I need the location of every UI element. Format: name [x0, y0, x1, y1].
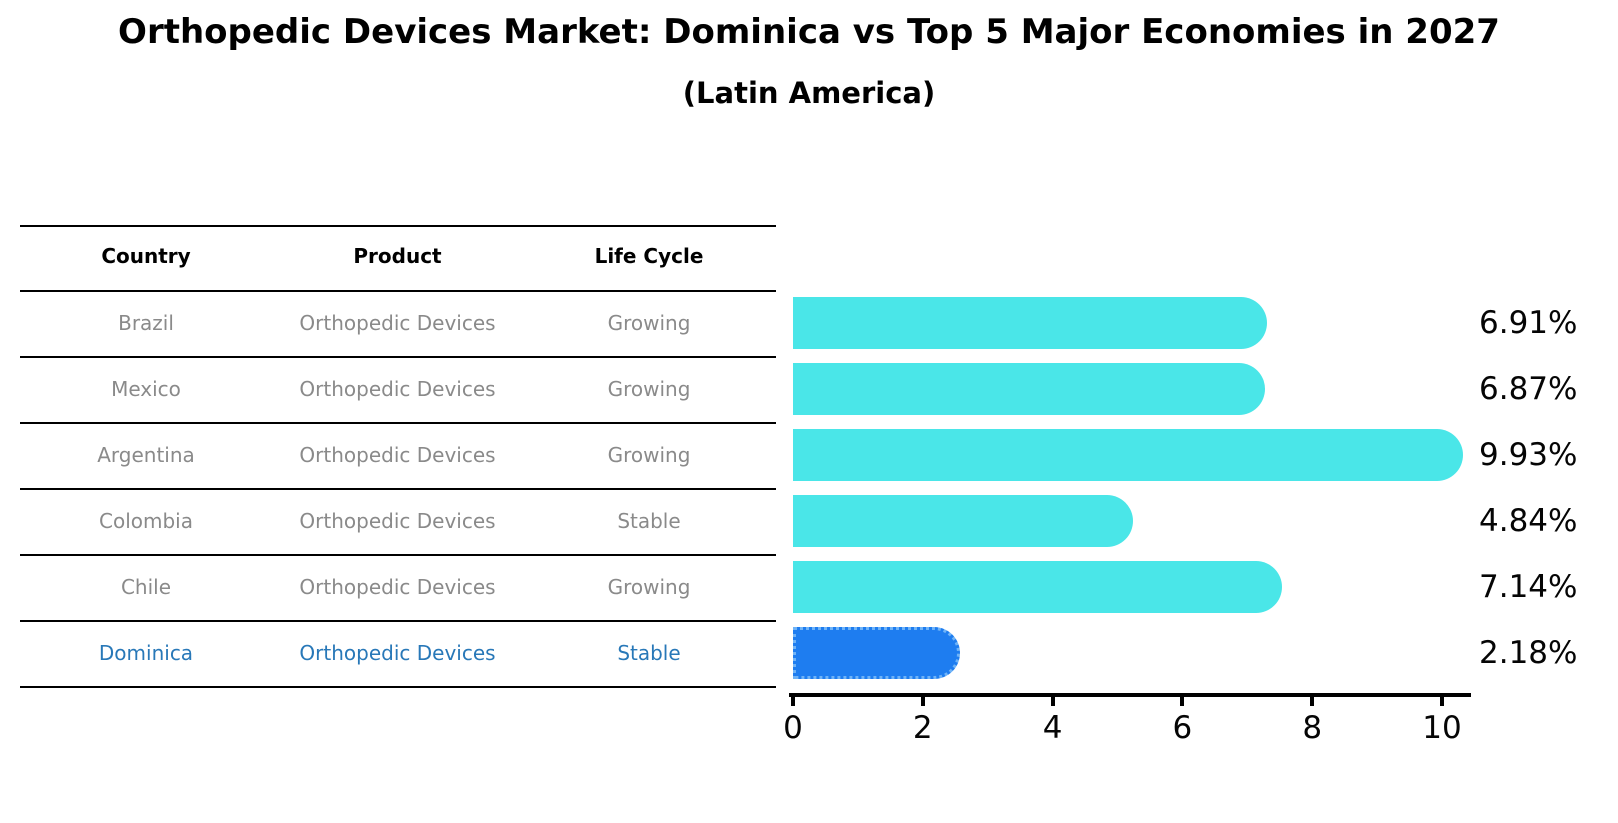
chart-title: Orthopedic Devices Market: Dominica vs T… [118, 12, 1500, 52]
chart-bar [793, 429, 1464, 481]
table-cell-product: Orthopedic Devices [299, 443, 496, 467]
x-axis-tick-label: 6 [1172, 710, 1193, 746]
table-top-border [20, 225, 776, 227]
chart-bar-highlight [793, 627, 961, 679]
table-cell-country: Argentina [97, 443, 195, 467]
table-row-separator [20, 554, 776, 556]
table-header-life-cycle: Life Cycle [594, 244, 704, 268]
table-header-country: Country [101, 244, 191, 268]
x-axis-tick [920, 697, 925, 706]
table-cell-country: Dominica [98, 641, 194, 665]
table-cell-life-cycle: Growing [607, 311, 691, 335]
table-cell-country: Colombia [99, 509, 193, 533]
bar-value-label: 6.91% [1479, 305, 1578, 341]
x-axis-tick-label: 4 [1042, 710, 1063, 746]
table-cell-life-cycle: Stable [617, 509, 681, 533]
bar-value-label: 4.84% [1479, 503, 1578, 539]
chart-bar [793, 363, 1265, 415]
table-cell-product: Orthopedic Devices [299, 311, 496, 335]
chart-subtitle: (Latin America) [682, 76, 936, 110]
table-cell-product: Orthopedic Devices [299, 509, 496, 533]
table-cell-life-cycle: Growing [607, 377, 691, 401]
table-cell-life-cycle: Growing [607, 575, 691, 599]
chart-bar [793, 495, 1134, 547]
x-axis-tick-label: 8 [1302, 710, 1323, 746]
table-row-separator [20, 290, 776, 292]
table-cell-country: Mexico [111, 377, 181, 401]
table-cell-product: Orthopedic Devices [299, 575, 496, 599]
table-row-separator [20, 686, 776, 688]
chart-bar [793, 297, 1268, 349]
table-row-separator [20, 422, 776, 424]
table-cell-product: Orthopedic Devices [299, 641, 496, 665]
table-cell-product: Orthopedic Devices [299, 377, 496, 401]
bar-value-label: 9.93% [1479, 437, 1578, 473]
table-cell-life-cycle: Growing [607, 443, 691, 467]
x-axis-tick-label: 2 [912, 710, 933, 746]
x-axis-tick [1180, 697, 1185, 706]
x-axis-tick [1050, 697, 1055, 706]
table-cell-country: Chile [120, 575, 172, 599]
table-header-product: Product [353, 244, 442, 268]
chart-bar [793, 561, 1283, 613]
table-row-separator [20, 488, 776, 490]
x-axis-tick-label: 0 [783, 710, 803, 746]
x-axis-tick [1440, 697, 1444, 706]
bar-value-label: 6.87% [1479, 371, 1578, 407]
table-cell-country: Brazil [118, 311, 174, 335]
table-cell-life-cycle: Stable [617, 641, 681, 665]
table-row-separator [20, 356, 776, 358]
table-row-separator [20, 620, 776, 622]
bar-value-label: 7.14% [1479, 569, 1578, 605]
x-axis-line [789, 693, 1471, 697]
bar-value-label: 2.18% [1479, 635, 1578, 671]
x-axis-tick [1310, 697, 1315, 706]
x-axis-tick-label: 10 [1422, 710, 1462, 746]
x-axis-tick [791, 697, 795, 706]
